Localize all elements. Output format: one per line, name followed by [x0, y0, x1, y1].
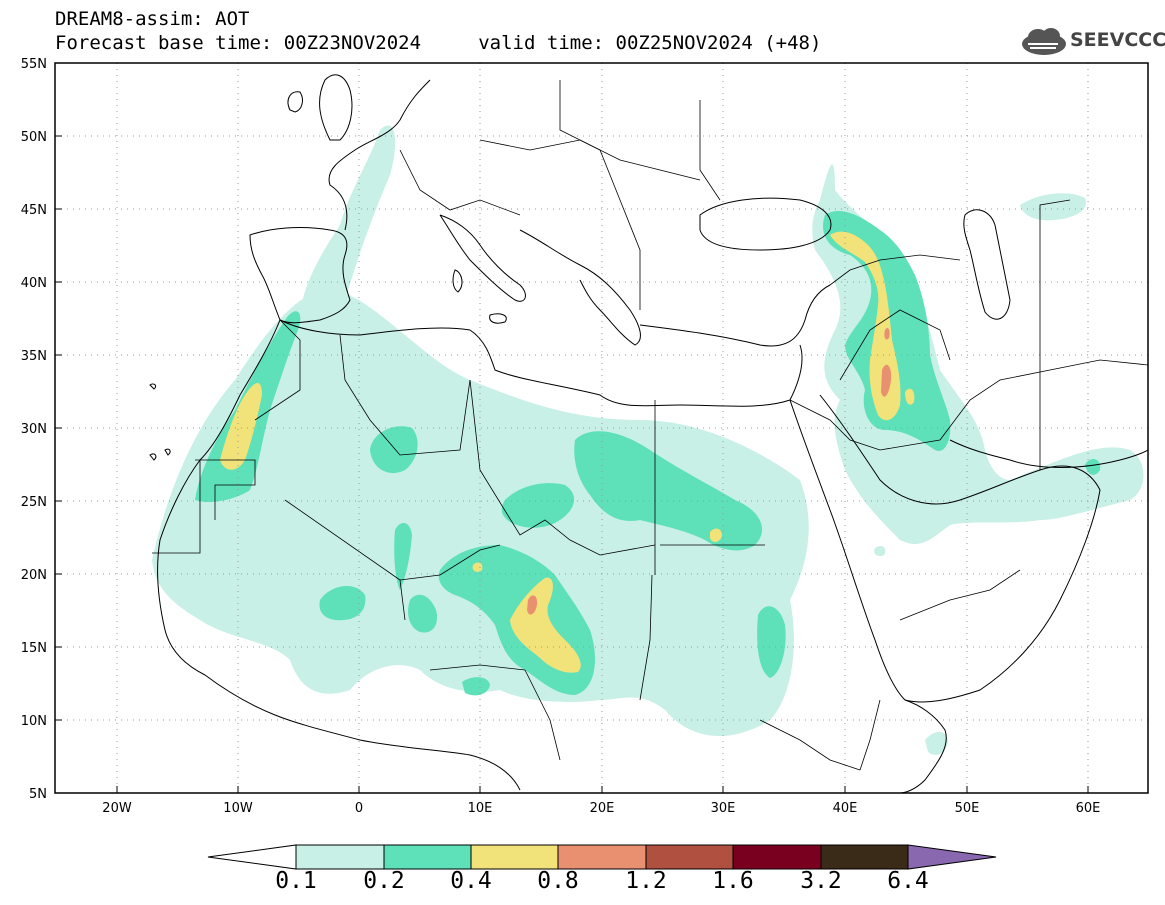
lat-label: 40N	[21, 276, 47, 291]
map-title: DREAM8-assim: AOT	[55, 8, 250, 30]
colorbar-segment	[295, 844, 385, 870]
lat-label: 45N	[21, 203, 47, 218]
lon-label: 50E	[955, 801, 980, 816]
lon-label: 30E	[711, 801, 736, 816]
colorbar-segment	[383, 844, 472, 870]
colorbar-tick-label: 0.4	[450, 868, 492, 894]
lon-label: 20E	[590, 801, 615, 816]
lon-label: 10E	[468, 801, 493, 816]
colorbar-segment	[557, 844, 647, 870]
colorbar-tick-label: 0.8	[537, 868, 579, 894]
cloud-logo-icon	[1022, 28, 1066, 55]
colorbar-tick-label: 6.4	[887, 868, 929, 894]
longitude-labels: 20W 10W 0 10E 20E 30E 40E 50E 60E	[102, 801, 1100, 816]
lon-label: 40E	[833, 801, 858, 816]
lat-label: 35N	[21, 349, 47, 364]
lon-label: 20W	[102, 801, 132, 816]
lat-label: 25N	[21, 495, 47, 510]
latitude-labels: 55N 50N 45N 40N 35N 30N 25N 20N 15N 10N …	[21, 57, 47, 802]
lat-label: 55N	[21, 57, 47, 72]
colorbar-segment	[645, 844, 734, 870]
coastlines	[149, 74, 1148, 793]
lat-label: 10N	[21, 714, 47, 729]
seevccc-logo: SEEVCCC	[1018, 26, 1165, 58]
colorbar-tick-label: 0.2	[363, 868, 405, 894]
colorbar-over-triangle	[907, 844, 997, 870]
lon-label: 10W	[223, 801, 253, 816]
colorbar-under-triangle	[207, 844, 297, 870]
lat-label: 15N	[21, 641, 47, 656]
tick-marks	[55, 135, 1089, 793]
colorbar-tick-label: 1.6	[712, 868, 754, 894]
colorbar-tick-label: 3.2	[800, 868, 842, 894]
colorbar-segment	[470, 844, 559, 870]
lat-label: 30N	[21, 422, 47, 437]
lat-label: 5N	[29, 787, 47, 802]
aot-level-0.8	[527, 327, 892, 615]
colorbar-tick-label: 0.1	[275, 868, 317, 894]
logo-text: SEEVCCC	[1070, 29, 1165, 51]
forecast-time-line: Forecast base time: 00Z23NOV2024 valid t…	[55, 32, 822, 54]
colorbar-segment	[732, 844, 822, 870]
graticule	[55, 63, 1148, 793]
colorbar	[207, 844, 997, 870]
lat-label: 50N	[21, 130, 47, 145]
lat-label: 20N	[21, 568, 47, 583]
country-borders	[152, 80, 1148, 771]
lon-label: 0	[355, 801, 363, 816]
lon-label: 60E	[1076, 801, 1101, 816]
colorbar-segment	[820, 844, 909, 870]
colorbar-tick-label: 1.2	[625, 868, 667, 894]
